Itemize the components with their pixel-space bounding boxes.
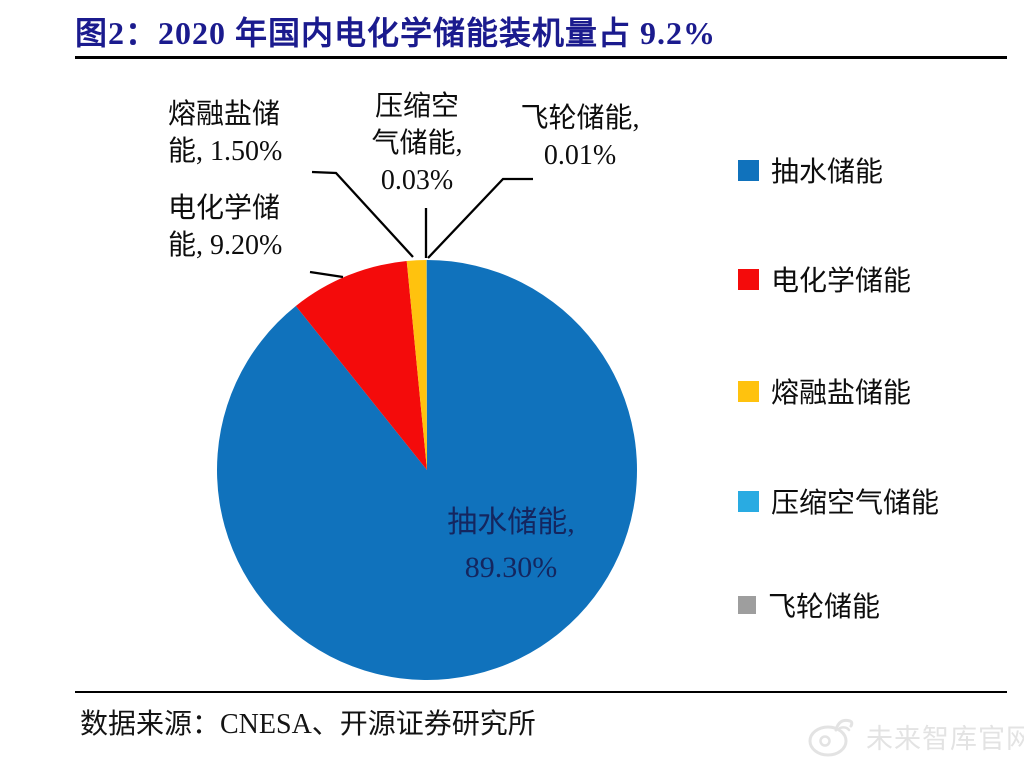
source-rule — [75, 691, 1007, 693]
legend-item-electrochemical: 电化学储能 — [738, 260, 911, 298]
source-text: 数据来源：CNESA、开源证券研究所 — [80, 709, 536, 740]
legend-label: 压缩空气储能 — [771, 488, 940, 519]
watermark: 未来智库官网 — [806, 712, 1024, 760]
callout-line: 能, 1.50% — [168, 136, 283, 167]
legend-swatch — [738, 596, 756, 614]
title-rule — [75, 56, 1007, 59]
legend-label: 抽水储能 — [771, 157, 884, 188]
legend-swatch — [738, 490, 759, 512]
legend-item-flywheel: 飞轮储能 — [738, 586, 880, 624]
callout-line: 电化学储 — [168, 193, 281, 224]
callout-line: 熔融盐储 — [168, 99, 281, 130]
pie-slices — [217, 259, 638, 680]
callout-electrochemical: 电化学储 能, 9.20% — [168, 190, 282, 264]
callout-line: 飞轮储能, — [520, 103, 640, 134]
callout-line: 0.01% — [543, 140, 617, 171]
legend-label: 飞轮储能 — [768, 592, 881, 623]
callout-molten-salt: 熔融盐储 能, 1.50% — [168, 96, 282, 170]
pie-slice-抽水储能 — [217, 260, 638, 680]
legend-swatch — [738, 268, 759, 290]
watermark-logo-icon — [808, 718, 854, 757]
legend-item-pumped-hydro: 抽水储能 — [738, 151, 883, 189]
pie-slice-熔融盐储能 — [406, 260, 427, 470]
callout-line: 气储能, — [371, 128, 463, 159]
watermark-text: 未来智库官网 — [866, 723, 1024, 754]
legend-item-molten-salt: 熔融盐储能 — [738, 372, 911, 410]
callout-line: 能, 9.20% — [168, 230, 283, 261]
legend-swatch — [738, 380, 759, 402]
legend-item-compressed-air: 压缩空气储能 — [738, 482, 939, 520]
pie-slice-电化学储能 — [295, 260, 427, 470]
pie-slice-压缩空气储能 — [426, 259, 427, 470]
leader-line-electrochemical — [309, 270, 344, 279]
legend-label: 电化学储能 — [771, 266, 912, 297]
legend-swatch — [738, 159, 759, 181]
pie-inner-label-line: 抽水储能, — [447, 506, 575, 539]
callout-line: 压缩空 — [374, 91, 459, 122]
callout-flywheel: 飞轮储能, 0.01% — [498, 100, 662, 174]
callout-compressed-air: 压缩空 气储能, 0.03% — [352, 88, 482, 199]
pie-inner-label-line: 89.30% — [464, 551, 558, 584]
figure-title: 图2：2020 年国内电化学储能装机量占 9.2% — [75, 15, 717, 51]
callout-line: 0.03% — [380, 165, 454, 196]
legend-label: 熔融盐储能 — [771, 378, 912, 409]
pie-inner-label: 抽水储能, 89.30% — [399, 500, 623, 590]
